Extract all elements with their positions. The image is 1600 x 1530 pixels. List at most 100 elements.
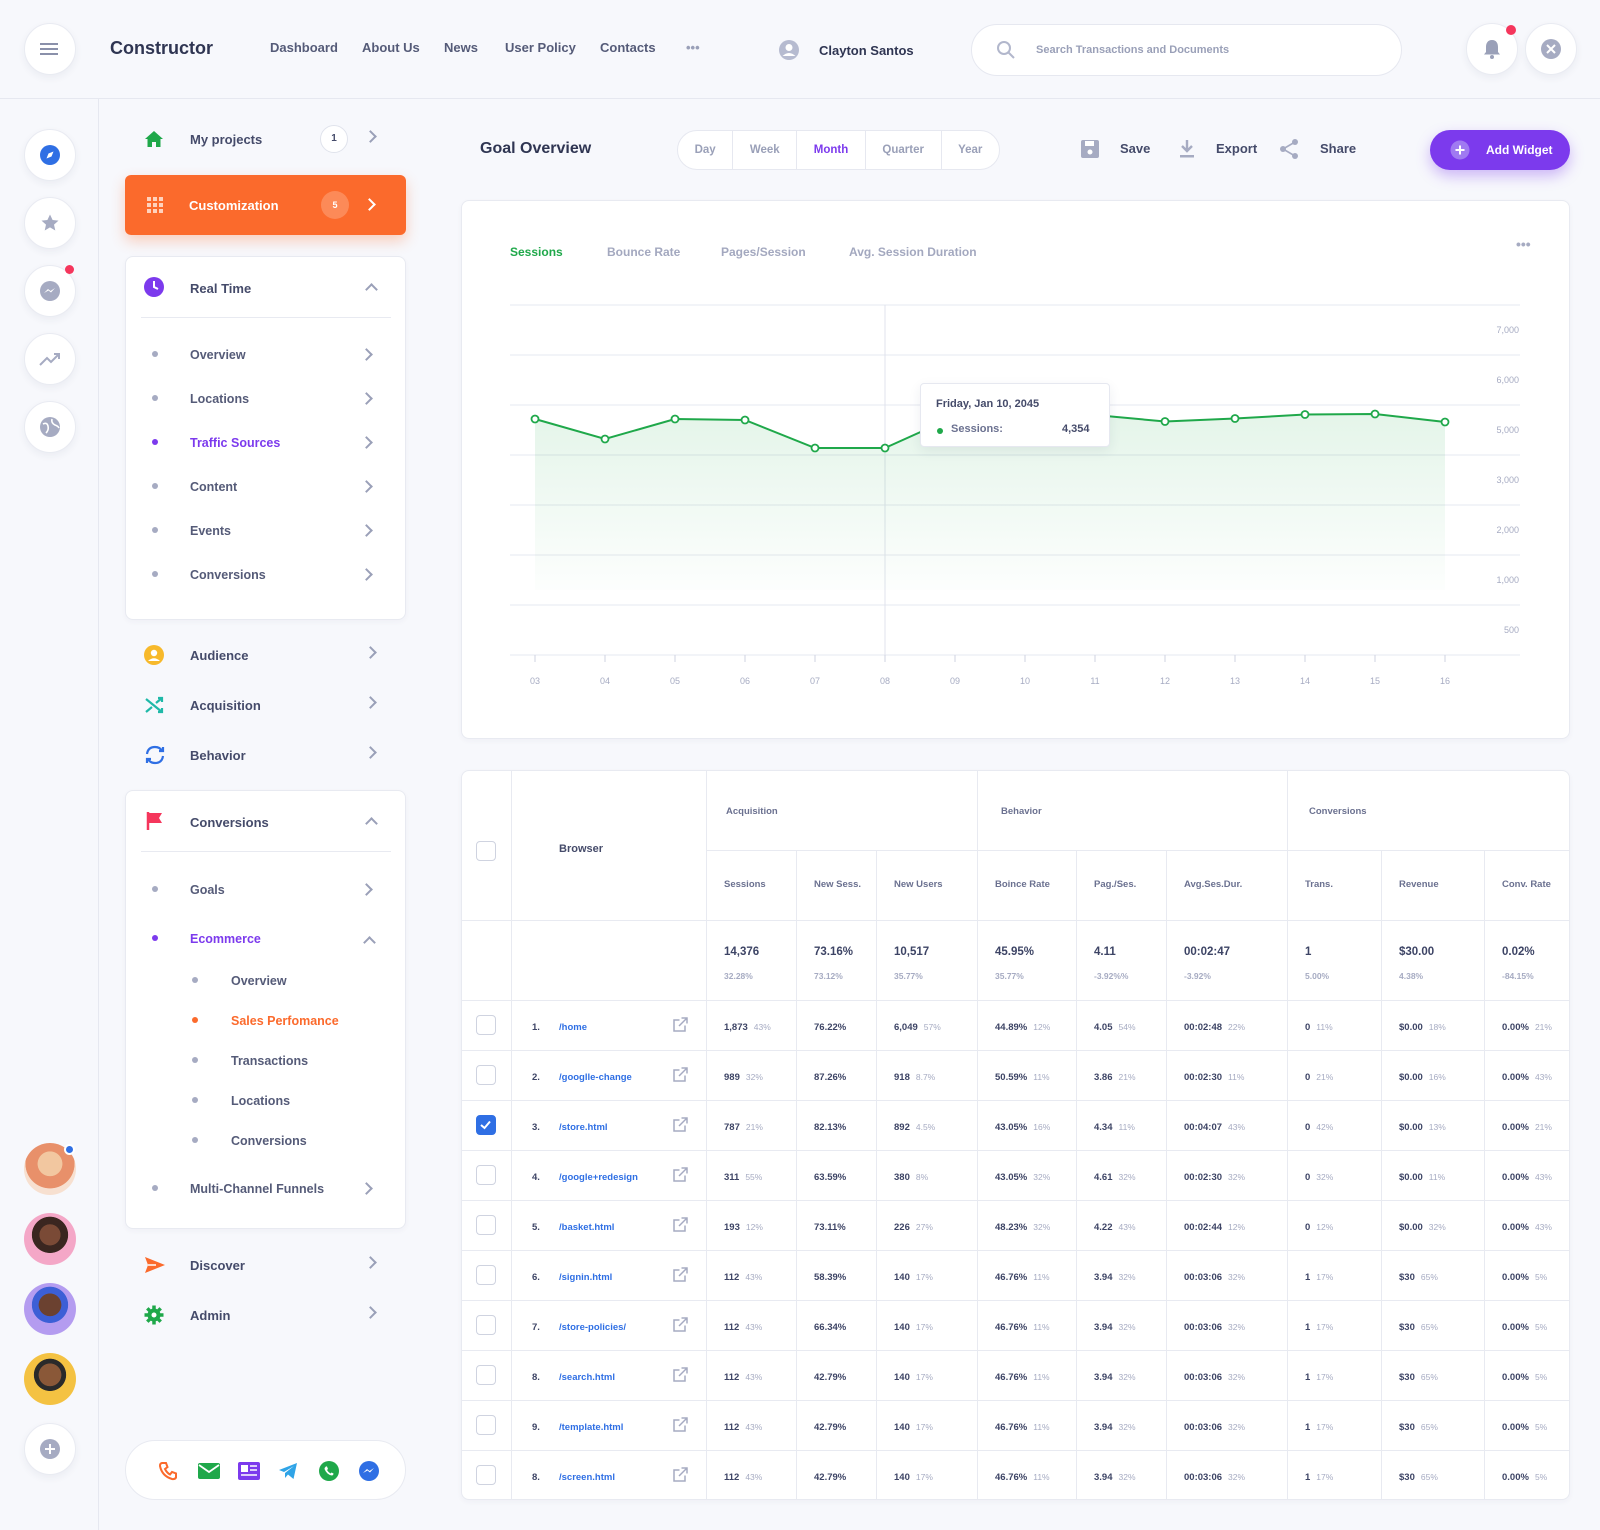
external-link-icon[interactable] <box>673 1117 688 1132</box>
search-input[interactable]: Search Transactions and Documents <box>1036 44 1230 56</box>
cell-percent: 8% <box>915 1172 929 1182</box>
page-link[interactable]: /basket.html <box>559 1222 615 1233</box>
mail-icon[interactable] <box>198 1463 220 1479</box>
sidebar-item-acquisition[interactable]: Acquisition <box>126 686 406 726</box>
nav-more-icon[interactable]: ••• <box>686 40 700 55</box>
page-link[interactable]: /google+redesign <box>559 1172 638 1183</box>
sidebar-item-multi-channel-funnels[interactable]: Multi-Channel Funnels <box>126 1174 401 1204</box>
row-checkbox[interactable] <box>476 1415 496 1435</box>
external-link-icon[interactable] <box>673 1167 688 1182</box>
chart-tab-sessions[interactable]: Sessions <box>510 245 563 259</box>
avatar[interactable] <box>24 1283 76 1335</box>
share-button[interactable]: Share <box>1320 141 1357 156</box>
page-link[interactable]: /signin.html <box>559 1272 613 1283</box>
phone-icon[interactable] <box>158 1461 178 1481</box>
realtime-header[interactable]: Real Time <box>126 257 407 317</box>
sidebar-subitem-conversions[interactable]: Conversions <box>126 1126 401 1156</box>
chart-tab-pages-session[interactable]: Pages/Session <box>721 245 806 259</box>
tab-year[interactable]: Year <box>958 144 983 156</box>
conversions-header[interactable]: Conversions <box>126 791 407 851</box>
telegram-icon[interactable] <box>278 1462 298 1480</box>
sidebar-item-events[interactable]: Events <box>126 516 401 546</box>
tab-month[interactable]: Month <box>797 131 866 169</box>
external-link-icon[interactable] <box>673 1067 688 1082</box>
sidebar-subitem-sales-performance[interactable]: Sales Perfomance <box>126 1006 401 1036</box>
close-button[interactable] <box>1525 23 1577 75</box>
page-link[interactable]: /template.html <box>559 1422 624 1433</box>
row-checkbox[interactable] <box>476 1165 496 1185</box>
sidebar-item-ecommerce[interactable]: Ecommerce <box>126 924 401 954</box>
sidebar-item-audience[interactable]: Audience <box>126 636 406 676</box>
avatar[interactable] <box>24 1213 76 1265</box>
row-checkbox[interactable] <box>476 1315 496 1335</box>
add-member-button[interactable] <box>24 1423 76 1475</box>
user-avatar-icon[interactable] <box>778 39 800 61</box>
nav-news[interactable]: News <box>444 40 478 55</box>
sidebar-item-my-projects[interactable]: My projects 1 <box>126 120 406 160</box>
row-checkbox[interactable] <box>476 1115 496 1135</box>
download-icon[interactable] <box>1179 140 1195 158</box>
chart-tab-avg-session-duration[interactable]: Avg. Session Duration <box>849 245 977 259</box>
tab-day[interactable]: Day <box>678 131 734 169</box>
sidebar-subitem-transactions[interactable]: Transactions <box>126 1046 401 1076</box>
user-name[interactable]: Clayton Santos <box>819 43 914 58</box>
row-checkbox[interactable] <box>476 1465 496 1485</box>
sidebar-item-traffic-sources[interactable]: Traffic Sources <box>126 428 401 458</box>
sidebar-subitem-overview[interactable]: Overview <box>126 966 401 996</box>
search-bar[interactable]: Search Transactions and Documents <box>971 24 1402 76</box>
rail-globe-button[interactable] <box>24 401 76 453</box>
add-widget-button[interactable]: Add Widget <box>1430 130 1570 170</box>
row-checkbox[interactable] <box>476 1365 496 1385</box>
sidebar-subitem-locations[interactable]: Locations <box>126 1086 401 1116</box>
row-checkbox[interactable] <box>476 1265 496 1285</box>
page-link[interactable]: /store.html <box>559 1122 608 1133</box>
external-link-icon[interactable] <box>673 1217 688 1232</box>
sidebar-item-discover[interactable]: Discover <box>126 1246 406 1286</box>
sidebar-item-conversions[interactable]: Conversions <box>126 560 401 590</box>
rail-favorites-button[interactable] <box>24 197 76 249</box>
external-link-icon[interactable] <box>673 1017 688 1032</box>
news-icon[interactable] <box>238 1462 260 1480</box>
page-link[interactable]: /home <box>559 1022 587 1033</box>
sidebar-item-behavior[interactable]: Behavior <box>126 736 406 776</box>
sidebar-item-overview[interactable]: Overview <box>126 340 401 370</box>
menu-button[interactable] <box>24 23 76 75</box>
nav-user-policy[interactable]: User Policy <box>505 40 576 55</box>
save-button[interactable]: Save <box>1120 141 1151 156</box>
page-link[interactable]: /screen.html <box>559 1472 615 1483</box>
cell-percent: 42% <box>1316 1122 1334 1132</box>
sidebar-item-admin[interactable]: Admin <box>126 1296 406 1336</box>
nav-contacts[interactable]: Contacts <box>600 40 656 55</box>
page-link[interactable]: /store-policies/ <box>559 1322 627 1333</box>
external-link-icon[interactable] <box>673 1467 688 1482</box>
nav-dashboard[interactable]: Dashboard <box>270 40 338 55</box>
whatsapp-icon[interactable] <box>318 1460 340 1482</box>
tab-week[interactable]: Week <box>733 131 798 169</box>
sidebar-item-locations[interactable]: Locations <box>126 384 401 414</box>
chart-tab-bounce-rate[interactable]: Bounce Rate <box>607 245 681 259</box>
save-icon[interactable] <box>1081 140 1099 158</box>
external-link-icon[interactable] <box>673 1417 688 1432</box>
page-link[interactable]: /googlle-change <box>559 1072 632 1083</box>
row-checkbox[interactable] <box>476 1015 496 1035</box>
sidebar-item-content[interactable]: Content <box>126 472 401 502</box>
sidebar-item-goals[interactable]: Goals <box>126 875 401 905</box>
chart-more-icon[interactable]: ••• <box>1516 236 1531 252</box>
row-checkbox[interactable] <box>476 1215 496 1235</box>
external-link-icon[interactable] <box>673 1367 688 1382</box>
select-all-checkbox[interactable] <box>476 841 496 861</box>
page-link[interactable]: /search.html <box>559 1372 615 1383</box>
external-link-icon[interactable] <box>673 1317 688 1332</box>
share-icon[interactable] <box>1279 138 1299 160</box>
sidebar-item-customization[interactable]: Customization 5 <box>125 175 406 235</box>
avatar[interactable] <box>24 1353 76 1405</box>
rail-explore-button[interactable] <box>24 129 76 181</box>
rail-trends-button[interactable] <box>24 333 76 385</box>
row-checkbox[interactable] <box>476 1065 496 1085</box>
table-cell: 87.26% <box>814 1072 846 1083</box>
messenger-icon[interactable] <box>358 1460 380 1482</box>
tab-quarter[interactable]: Quarter <box>866 131 942 169</box>
external-link-icon[interactable] <box>673 1267 688 1282</box>
export-button[interactable]: Export <box>1216 141 1258 156</box>
nav-about-us[interactable]: About Us <box>362 40 420 55</box>
